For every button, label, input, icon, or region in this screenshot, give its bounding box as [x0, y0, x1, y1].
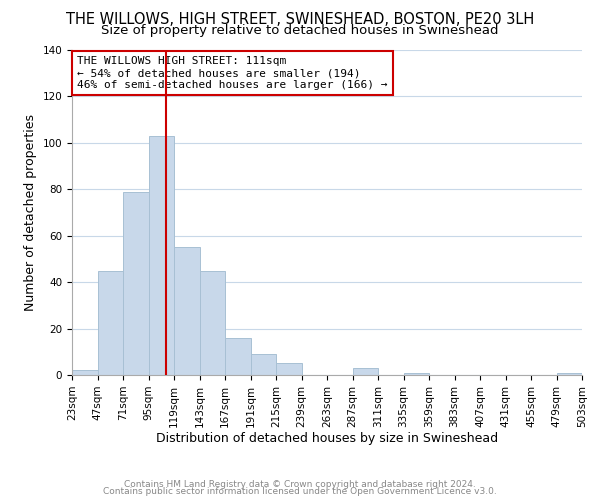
- X-axis label: Distribution of detached houses by size in Swineshead: Distribution of detached houses by size …: [156, 432, 498, 446]
- Bar: [72, 370, 97, 375]
- Bar: [97, 270, 123, 375]
- Bar: [276, 364, 302, 375]
- Text: Size of property relative to detached houses in Swineshead: Size of property relative to detached ho…: [101, 24, 499, 37]
- Bar: [149, 136, 174, 375]
- Bar: [353, 368, 378, 375]
- Bar: [199, 270, 225, 375]
- Text: Contains public sector information licensed under the Open Government Licence v3: Contains public sector information licen…: [103, 487, 497, 496]
- Bar: [174, 248, 199, 375]
- Bar: [225, 338, 251, 375]
- Bar: [251, 354, 276, 375]
- Bar: [557, 372, 582, 375]
- Text: THE WILLOWS HIGH STREET: 111sqm
← 54% of detached houses are smaller (194)
46% o: THE WILLOWS HIGH STREET: 111sqm ← 54% of…: [77, 56, 388, 90]
- Text: THE WILLOWS, HIGH STREET, SWINESHEAD, BOSTON, PE20 3LH: THE WILLOWS, HIGH STREET, SWINESHEAD, BO…: [66, 12, 534, 28]
- Bar: [123, 192, 149, 375]
- Y-axis label: Number of detached properties: Number of detached properties: [24, 114, 37, 311]
- Bar: [404, 372, 429, 375]
- Text: Contains HM Land Registry data © Crown copyright and database right 2024.: Contains HM Land Registry data © Crown c…: [124, 480, 476, 489]
